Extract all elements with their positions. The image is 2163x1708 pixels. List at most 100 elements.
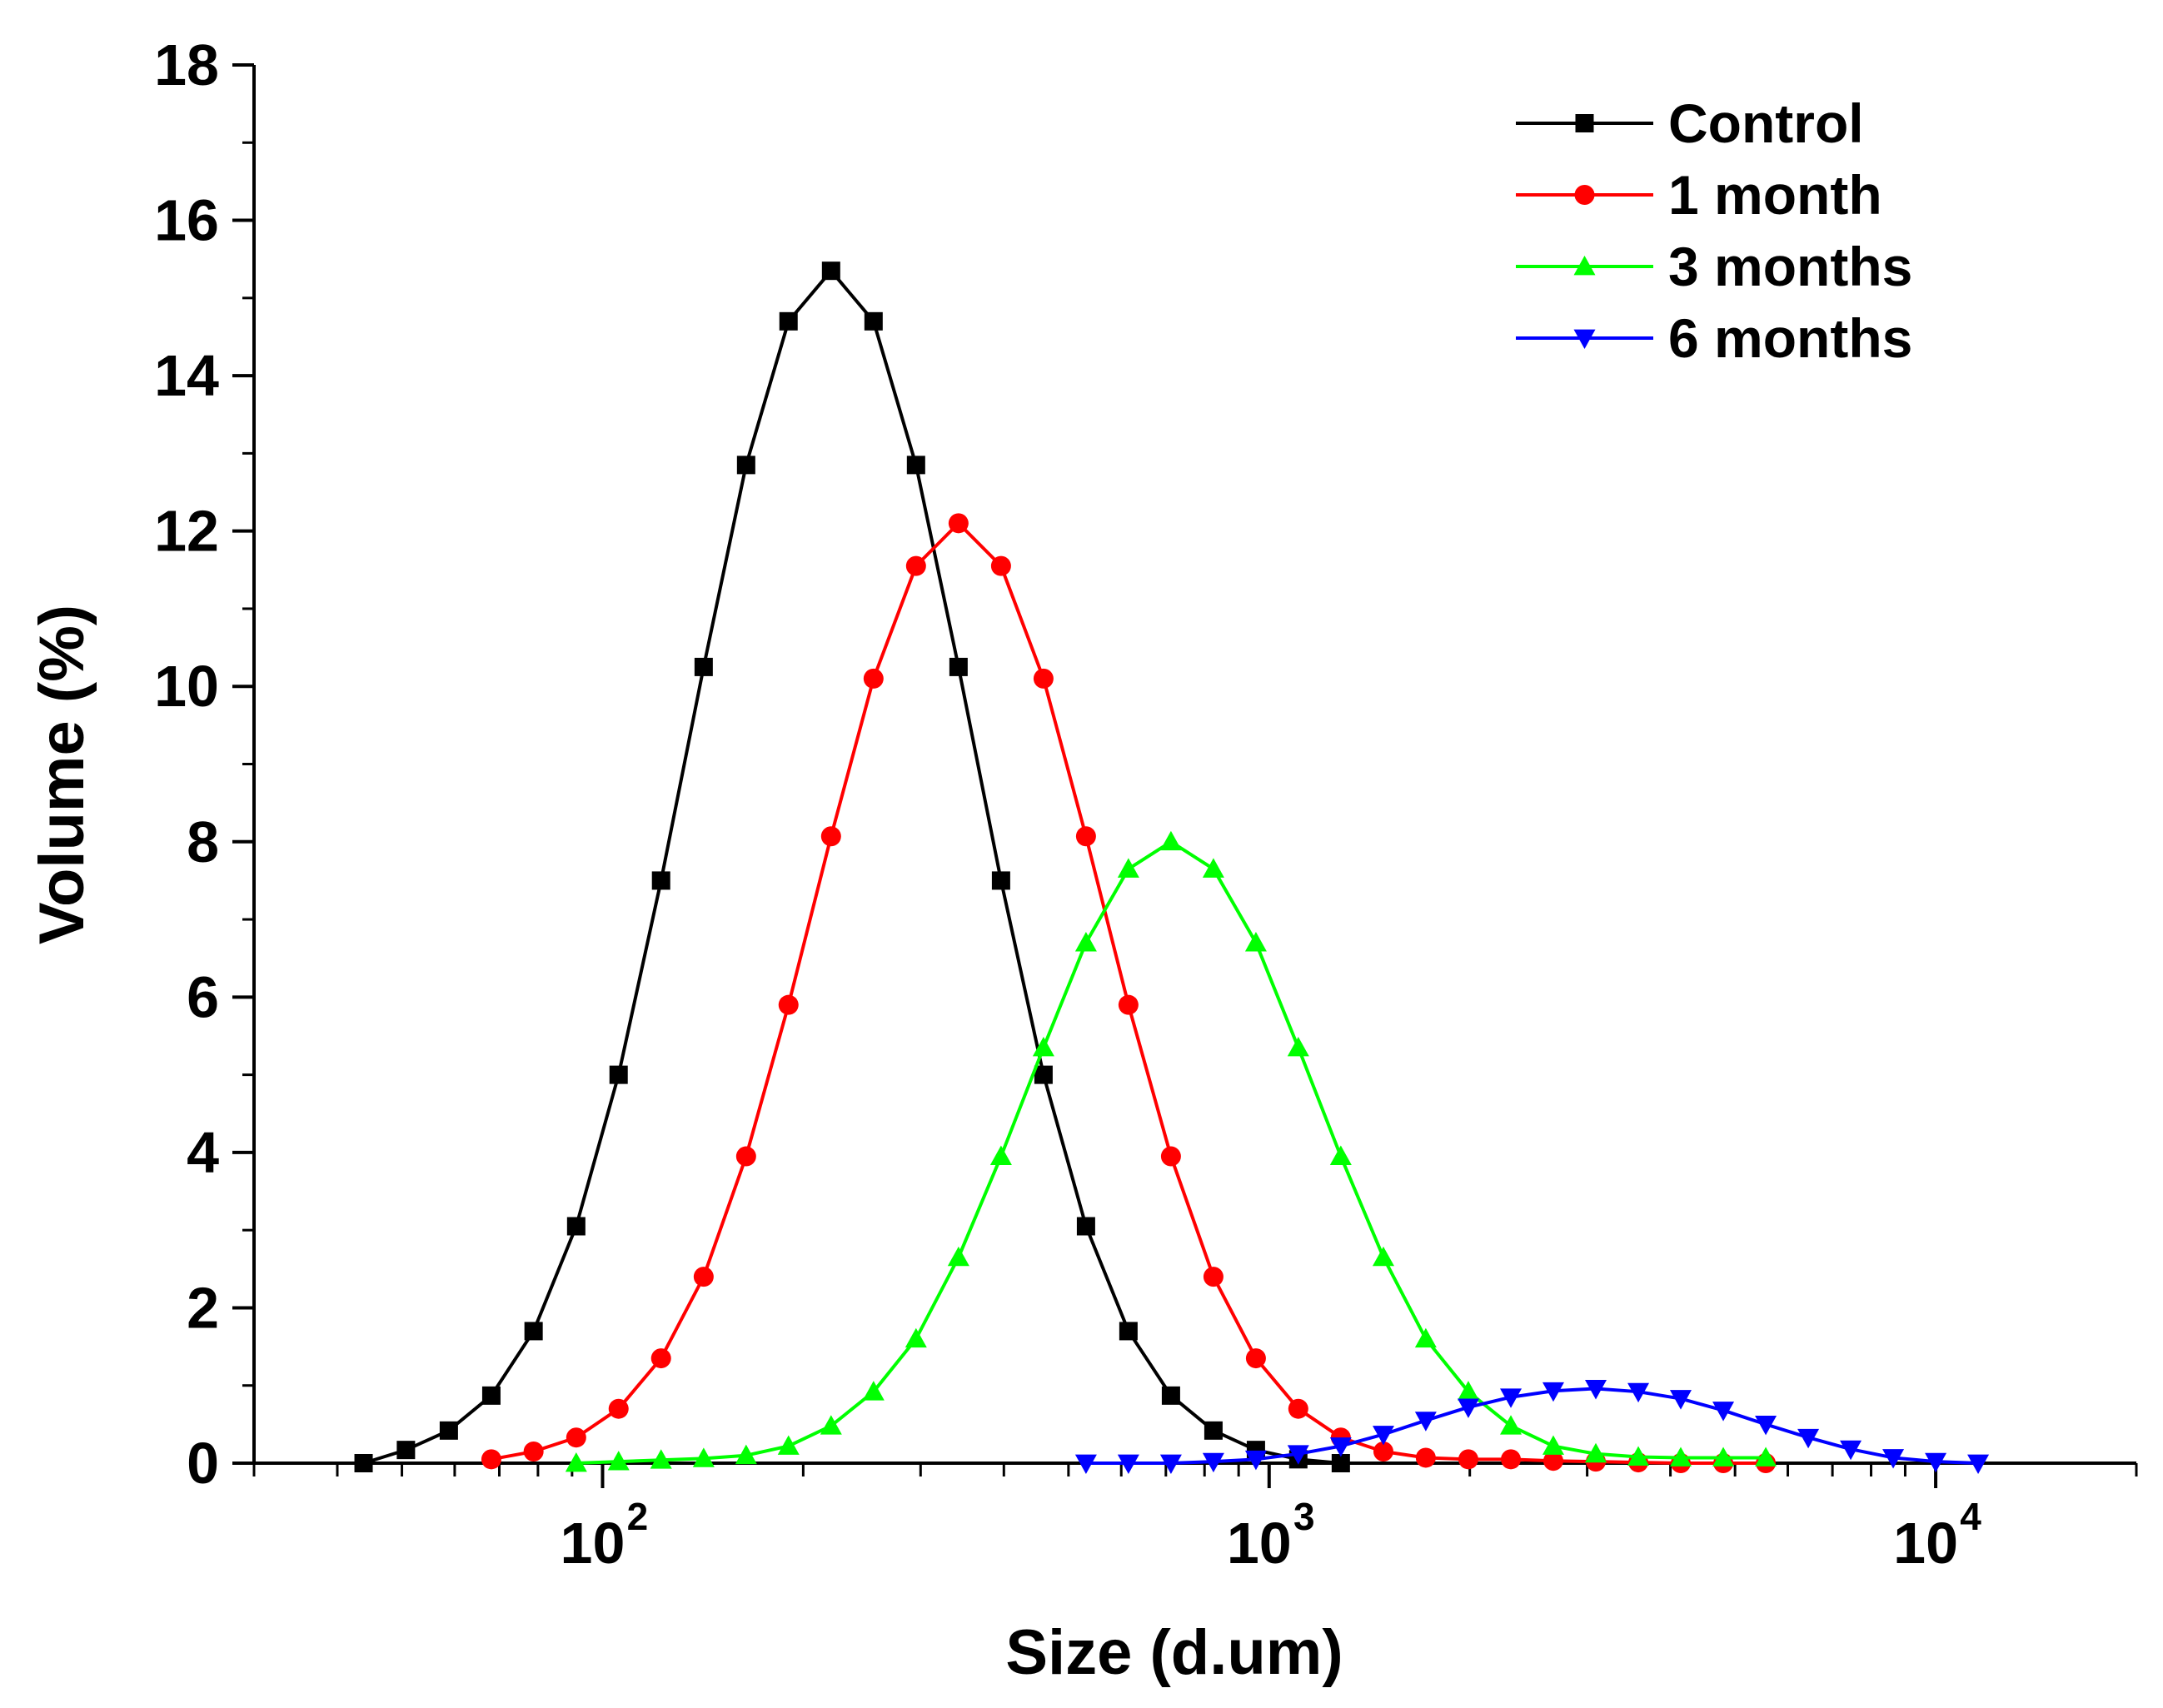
data-point-6-months: [1414, 1412, 1437, 1432]
legend-marker: [1574, 185, 1595, 205]
x-tick-exponent: 4: [1960, 1495, 1981, 1538]
data-point-1-month: [1458, 1449, 1478, 1470]
data-point-1-month: [481, 1449, 501, 1470]
data-point-3-months: [862, 1381, 885, 1401]
data-point-control: [906, 456, 925, 475]
data-point-1-month: [905, 555, 926, 576]
data-point-6-months: [1840, 1440, 1862, 1461]
legend-label: 3 months: [1668, 236, 1912, 297]
data-point-3-months: [1372, 1246, 1394, 1267]
data-point-1-month: [1501, 1449, 1522, 1470]
y-tick-label: 8: [187, 809, 219, 874]
data-point-3-months: [989, 1145, 1012, 1165]
data-point-6-months: [1882, 1449, 1905, 1469]
data-point-3-months: [650, 1449, 672, 1469]
data-point-3-months: [1244, 932, 1267, 952]
x-tick-label: 10: [1227, 1511, 1292, 1576]
data-point-control: [736, 456, 755, 475]
data-point-control: [1161, 1386, 1180, 1405]
data-point-control: [1331, 1454, 1350, 1472]
series-6-months: [1074, 1380, 1990, 1474]
data-point-1-month: [1075, 826, 1096, 847]
data-point-control: [651, 871, 670, 890]
data-point-1-month: [1288, 1398, 1308, 1419]
data-point-control: [524, 1322, 543, 1341]
data-point-3-months: [1755, 1447, 1777, 1466]
data-point-1-month: [735, 1146, 756, 1167]
legend-label: 1 month: [1668, 164, 1882, 226]
data-point-1-month: [650, 1348, 671, 1369]
data-point-6-months: [1500, 1388, 1523, 1408]
data-point-3-months: [1627, 1446, 1650, 1466]
data-point-6-months: [1542, 1382, 1564, 1402]
data-point-6-months: [1669, 1390, 1692, 1410]
y-tick-label: 6: [187, 964, 219, 1029]
data-point-3-months: [1457, 1381, 1479, 1401]
data-point-3-months: [692, 1447, 715, 1467]
data-point-3-months: [1542, 1435, 1564, 1455]
data-point-3-months: [777, 1435, 800, 1455]
y-tick-label: 0: [187, 1431, 219, 1496]
data-point-1-month: [1118, 994, 1139, 1015]
data-point-control: [949, 657, 968, 676]
data-point-control: [481, 1386, 501, 1405]
data-point-1-month: [1033, 668, 1054, 689]
series-control: [354, 261, 1350, 1472]
legend-marker: [1573, 256, 1596, 276]
series-line-6-months: [1085, 1387, 1979, 1465]
data-point-1-month: [778, 994, 799, 1015]
data-point-3-months: [947, 1246, 969, 1267]
data-point-1-month: [608, 1398, 629, 1419]
data-point-1-month: [1415, 1447, 1436, 1468]
data-point-1-month: [566, 1427, 586, 1448]
data-point-6-months: [1244, 1450, 1267, 1471]
data-point-control: [864, 311, 883, 331]
data-point-1-month: [1543, 1451, 1563, 1471]
data-point-1-month: [1373, 1442, 1393, 1462]
data-point-3-months: [1329, 1145, 1352, 1165]
x-tick-label: 10: [561, 1511, 625, 1576]
data-point-1-month: [948, 513, 969, 534]
data-point-6-months: [1202, 1452, 1224, 1473]
legend-marker: [1575, 114, 1594, 132]
data-point-control: [1119, 1322, 1138, 1341]
data-point-control: [991, 871, 1010, 890]
data-point-3-months: [1287, 1036, 1309, 1057]
data-point-6-months: [1287, 1445, 1309, 1465]
legend-item-1-month: 1 month: [1516, 164, 1882, 226]
series-3-months: [565, 830, 1777, 1472]
y-tick-label: 4: [187, 1120, 219, 1185]
data-point-3-months: [1669, 1447, 1692, 1466]
data-point-1-month: [990, 555, 1011, 576]
data-point-3-months: [1074, 932, 1097, 952]
data-point-control: [439, 1421, 458, 1440]
data-point-3-months: [735, 1444, 757, 1465]
data-point-3-months: [1032, 1036, 1054, 1057]
data-point-1-month: [820, 826, 841, 847]
y-tick-label: 12: [154, 499, 219, 564]
y-axis-title: Volume (%): [27, 605, 97, 944]
series-1-month: [481, 513, 1777, 1473]
data-point-3-months: [607, 1451, 630, 1471]
data-point-1-month: [863, 668, 884, 689]
data-point-control: [609, 1065, 628, 1084]
y-tick-label: 18: [154, 32, 219, 97]
x-tick-exponent: 2: [627, 1495, 649, 1538]
data-point-1-month: [1245, 1348, 1266, 1369]
y-tick-label: 14: [154, 343, 219, 408]
legend-label: 6 months: [1668, 307, 1912, 369]
data-point-6-months: [1372, 1426, 1394, 1446]
data-point-3-months: [1712, 1447, 1735, 1466]
data-point-6-months: [1712, 1402, 1735, 1422]
data-point-control: [821, 261, 840, 281]
data-point-3-months: [820, 1415, 842, 1435]
series-layer: [354, 261, 1990, 1474]
data-point-6-months: [1585, 1380, 1607, 1400]
data-point-6-months: [1074, 1454, 1097, 1474]
data-point-3-months: [905, 1327, 927, 1348]
data-point-6-months: [1457, 1398, 1479, 1418]
legend-item-3-months: 3 months: [1516, 236, 1912, 297]
data-point-3-months: [1414, 1327, 1437, 1348]
